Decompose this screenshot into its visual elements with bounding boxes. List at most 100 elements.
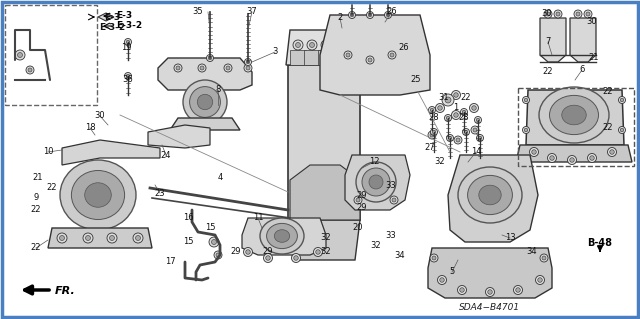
Circle shape (107, 233, 117, 243)
Circle shape (83, 233, 93, 243)
Text: 18: 18 (84, 123, 95, 132)
Polygon shape (158, 58, 252, 90)
Text: 11: 11 (253, 213, 263, 222)
Circle shape (516, 288, 520, 292)
Text: 15: 15 (183, 238, 193, 247)
Circle shape (337, 42, 342, 48)
Circle shape (432, 130, 436, 134)
Circle shape (314, 248, 323, 256)
Circle shape (335, 40, 345, 50)
Circle shape (390, 196, 398, 204)
Text: 13: 13 (505, 234, 515, 242)
Text: 35: 35 (193, 8, 204, 17)
Circle shape (264, 254, 273, 263)
Circle shape (57, 233, 67, 243)
Text: 17: 17 (164, 257, 175, 266)
Circle shape (477, 135, 483, 142)
Polygon shape (526, 90, 624, 145)
Text: 33: 33 (386, 231, 396, 240)
Circle shape (28, 68, 32, 72)
Circle shape (445, 97, 451, 103)
Circle shape (524, 128, 528, 132)
Text: 9: 9 (33, 194, 38, 203)
Polygon shape (540, 18, 566, 62)
Polygon shape (242, 218, 326, 255)
Circle shape (524, 98, 528, 102)
Circle shape (476, 118, 480, 122)
Text: 28: 28 (429, 114, 439, 122)
Circle shape (387, 13, 390, 17)
Circle shape (522, 127, 529, 133)
Circle shape (454, 113, 458, 117)
Circle shape (366, 56, 374, 64)
Text: 3: 3 (272, 48, 278, 56)
Circle shape (126, 74, 130, 78)
Text: 22: 22 (543, 68, 553, 77)
Text: 24: 24 (161, 151, 172, 160)
Circle shape (461, 108, 467, 115)
Circle shape (474, 116, 481, 123)
Circle shape (451, 91, 461, 100)
Text: 22: 22 (461, 93, 471, 102)
Circle shape (109, 235, 115, 241)
Circle shape (445, 115, 451, 122)
Text: 19: 19 (121, 43, 131, 53)
Circle shape (451, 110, 461, 120)
Circle shape (546, 12, 550, 16)
Circle shape (349, 40, 359, 50)
Ellipse shape (84, 183, 111, 207)
Circle shape (432, 256, 436, 260)
Circle shape (307, 40, 317, 50)
Text: 16: 16 (182, 213, 193, 222)
Circle shape (463, 129, 470, 136)
Circle shape (574, 10, 582, 18)
Text: B-48: B-48 (588, 238, 612, 248)
Text: 27: 27 (425, 144, 435, 152)
Ellipse shape (183, 80, 227, 124)
Text: 1: 1 (453, 103, 459, 113)
Circle shape (610, 150, 614, 154)
Circle shape (435, 103, 445, 113)
Circle shape (216, 253, 220, 257)
Polygon shape (290, 165, 360, 220)
Circle shape (323, 42, 328, 48)
Polygon shape (48, 228, 152, 248)
Text: 29: 29 (263, 248, 273, 256)
Circle shape (226, 66, 230, 70)
Circle shape (351, 42, 356, 48)
Circle shape (246, 66, 250, 70)
Circle shape (293, 40, 303, 50)
Circle shape (547, 153, 557, 162)
Text: 5: 5 (449, 268, 454, 277)
Circle shape (448, 136, 452, 140)
Text: E-3: E-3 (104, 13, 120, 23)
Circle shape (214, 251, 222, 259)
Polygon shape (98, 13, 114, 21)
Circle shape (430, 108, 434, 112)
Text: FR.: FR. (55, 286, 76, 296)
Text: 34: 34 (527, 248, 538, 256)
Circle shape (294, 256, 298, 260)
Text: 22: 22 (603, 123, 613, 132)
Circle shape (125, 72, 131, 79)
Polygon shape (320, 15, 430, 95)
Circle shape (454, 136, 462, 144)
Circle shape (367, 11, 374, 19)
Polygon shape (428, 248, 552, 298)
Ellipse shape (260, 218, 304, 254)
Circle shape (385, 11, 392, 19)
Circle shape (174, 64, 182, 72)
Circle shape (349, 11, 355, 19)
Circle shape (473, 128, 477, 132)
Text: 23: 23 (155, 189, 165, 197)
Circle shape (86, 235, 90, 241)
Circle shape (428, 131, 436, 139)
Polygon shape (148, 125, 210, 148)
Circle shape (464, 130, 468, 134)
Circle shape (244, 58, 252, 65)
Text: 37: 37 (246, 8, 257, 17)
Ellipse shape (362, 168, 390, 196)
Circle shape (368, 13, 372, 17)
Circle shape (291, 254, 301, 263)
Circle shape (454, 93, 458, 97)
